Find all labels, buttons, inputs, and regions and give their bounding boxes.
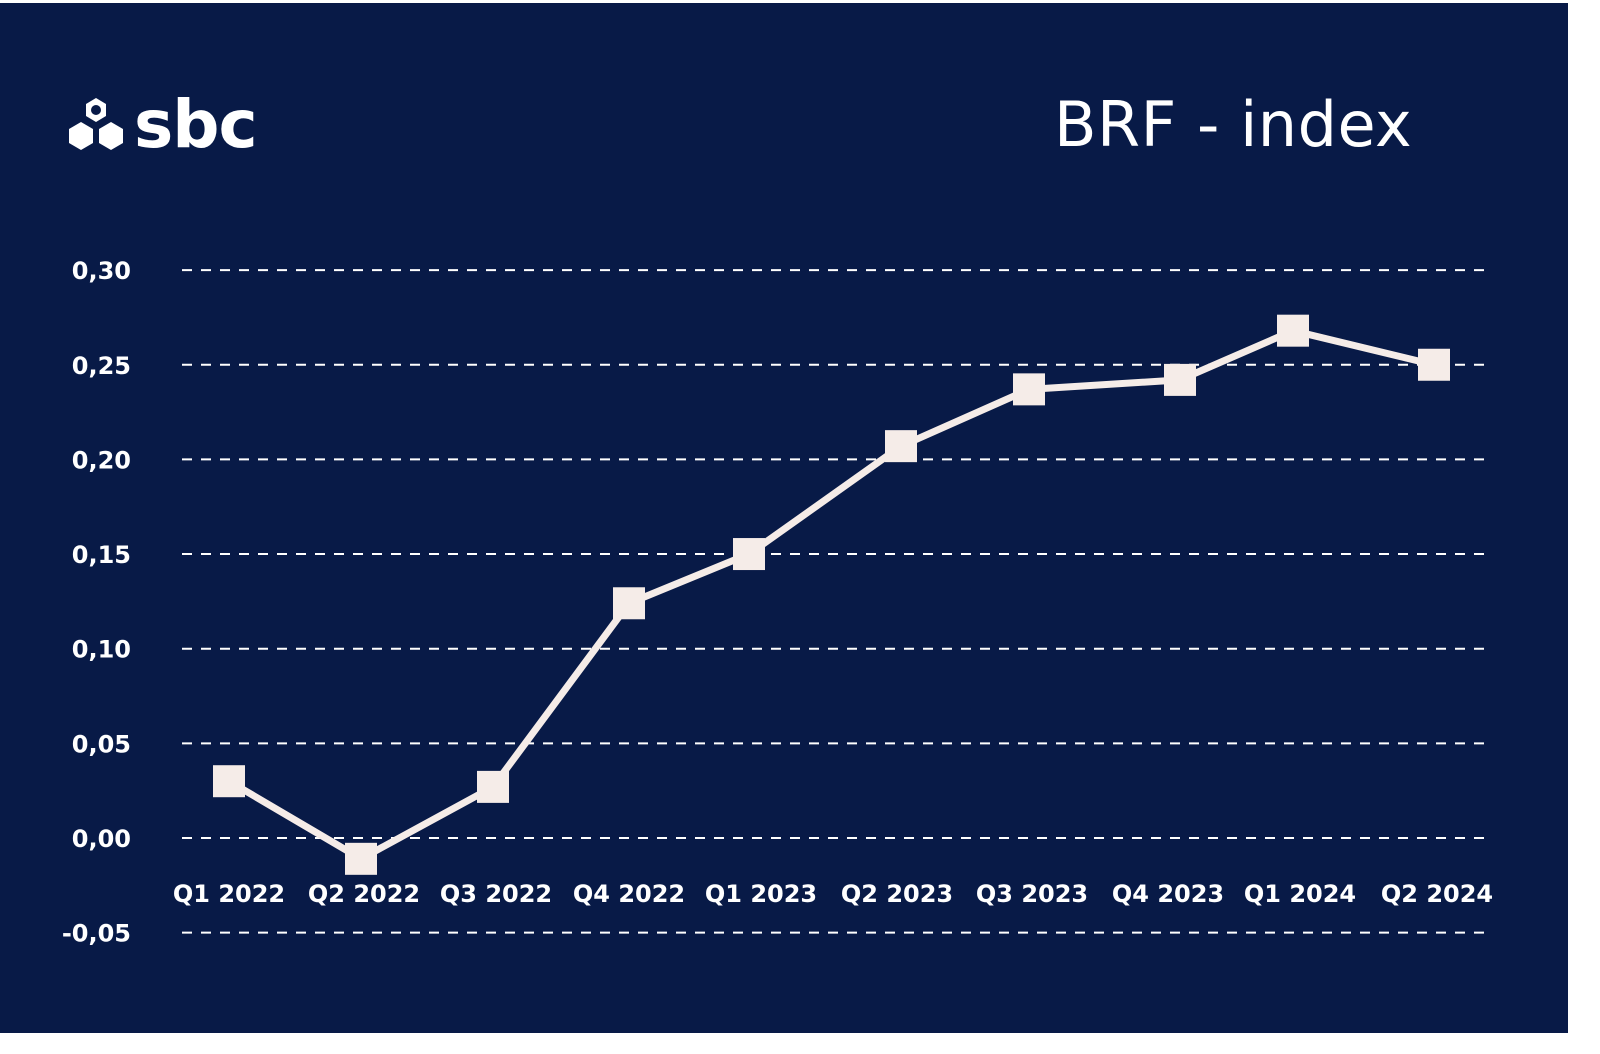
logo-text: sbc	[134, 86, 258, 163]
x-tick-label: Q3 2023	[976, 880, 1088, 908]
x-tick-label: Q1 2023	[705, 880, 817, 908]
x-tick-label: Q2 2023	[841, 880, 953, 908]
chart-panel	[0, 3, 1568, 1033]
data-point-marker	[1277, 314, 1309, 347]
x-tick-label: Q2 2024	[1381, 880, 1493, 908]
data-point-marker	[1164, 363, 1196, 396]
data-point-marker	[345, 842, 377, 875]
data-point-marker	[1418, 348, 1450, 381]
x-tick-label: Q4 2023	[1112, 880, 1224, 908]
data-point-marker	[885, 430, 917, 463]
y-tick-label: 0,10	[72, 636, 131, 664]
data-point-marker	[477, 770, 509, 803]
y-tick-label: 0,25	[72, 352, 131, 380]
y-tick-label: 0,20	[72, 446, 131, 474]
data-point-marker	[1013, 373, 1045, 406]
y-tick-label: 0,15	[72, 541, 131, 569]
x-tick-label: Q2 2022	[308, 880, 420, 908]
x-tick-label: Q4 2022	[573, 880, 685, 908]
y-tick-label: 0,05	[72, 730, 131, 758]
x-tick-label: Q3 2022	[440, 880, 552, 908]
hexagon-cluster-icon	[69, 98, 123, 150]
y-tick-label: 0,00	[72, 825, 131, 853]
y-tick-label: -0,05	[62, 920, 131, 948]
x-tick-label: Q1 2024	[1244, 880, 1356, 908]
data-point-marker	[613, 587, 645, 620]
data-point-marker	[213, 765, 245, 798]
sbc-logo: sbc	[68, 86, 258, 163]
x-tick-label: Q1 2022	[173, 880, 285, 908]
chart-title: BRF - index	[1054, 88, 1413, 161]
y-tick-label: 0,30	[72, 257, 131, 285]
data-point-marker	[733, 538, 765, 571]
series-line	[227, 327, 1435, 863]
